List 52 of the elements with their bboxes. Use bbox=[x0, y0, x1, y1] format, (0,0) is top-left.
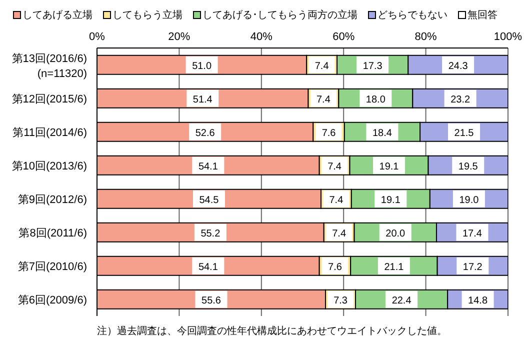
data-label: 52.6 bbox=[195, 128, 216, 139]
data-label: 19.1 bbox=[380, 194, 401, 206]
data-label: 21.5 bbox=[454, 128, 474, 139]
data-label: 18.0 bbox=[366, 94, 386, 106]
data-label: 23.2 bbox=[450, 94, 470, 106]
x-tick-label: 60% bbox=[332, 31, 355, 43]
data-label: 51.4 bbox=[192, 94, 213, 106]
y-tick-label: 第12回(2015/6) bbox=[12, 93, 87, 106]
data-label: 7.4 bbox=[316, 94, 331, 106]
x-tick-label: 40% bbox=[250, 31, 273, 43]
data-label: 19.5 bbox=[458, 161, 478, 172]
data-label: 14.8 bbox=[468, 295, 488, 306]
y-tick-label: 第9回(2012/6) bbox=[18, 194, 87, 206]
data-label: 55.6 bbox=[202, 295, 222, 306]
legend-label: してもらう立場 bbox=[112, 8, 182, 22]
x-tick-label: 0% bbox=[89, 31, 106, 43]
data-label: 7.3 bbox=[334, 295, 348, 306]
data-label: 22.4 bbox=[392, 295, 412, 306]
y-tick-label: 第11回(2014/6) bbox=[12, 126, 87, 139]
y-tick-label: 第10回(2013/6) bbox=[12, 160, 87, 172]
data-label: 21.1 bbox=[384, 262, 404, 273]
x-tick-label: 80% bbox=[414, 31, 438, 43]
data-label: 17.2 bbox=[462, 262, 483, 273]
x-tick-label: 100% bbox=[494, 31, 522, 43]
y-tick-label: 第6回(2009/6) bbox=[18, 294, 87, 306]
data-label: 7.4 bbox=[329, 194, 344, 206]
data-label: 19.1 bbox=[379, 161, 400, 172]
data-label: 54.1 bbox=[198, 161, 218, 172]
legend-label: どちらでもない bbox=[376, 9, 448, 22]
data-label: 17.4 bbox=[462, 228, 482, 240]
data-label: 54.1 bbox=[198, 262, 218, 273]
legend-label: してあげる･してもらう両方の立場 bbox=[202, 8, 358, 22]
data-label: 19.0 bbox=[459, 194, 480, 206]
x-tick-label: 20% bbox=[168, 31, 190, 43]
data-label: 24.3 bbox=[448, 60, 468, 72]
y-tick-label: 第8回(2011/6) bbox=[18, 227, 87, 240]
data-label: 17.3 bbox=[362, 60, 383, 72]
text: 注）過去調査は、今回調査の性年代構成比にあわせてウエイトバックした値。 bbox=[97, 324, 447, 338]
data-label: 7.6 bbox=[322, 128, 336, 139]
data-label: 20.0 bbox=[386, 228, 406, 240]
data-label: 54.5 bbox=[199, 194, 220, 206]
data-label: 7.4 bbox=[314, 60, 330, 72]
y-tick-label: 第13回(2016/6) (n=11320) bbox=[12, 52, 87, 80]
data-label: 55.2 bbox=[200, 228, 221, 240]
legend-label: してあげる立場 bbox=[22, 8, 92, 22]
data-label: 7.6 bbox=[328, 262, 342, 273]
data-label: 7.4 bbox=[328, 161, 342, 172]
data-label: 7.4 bbox=[332, 228, 346, 240]
legend-label: 無回答 bbox=[466, 9, 498, 22]
data-label: 51.0 bbox=[192, 60, 212, 72]
y-tick-label: 第7回(2010/6) bbox=[18, 260, 87, 273]
data-label: 18.4 bbox=[372, 128, 392, 139]
